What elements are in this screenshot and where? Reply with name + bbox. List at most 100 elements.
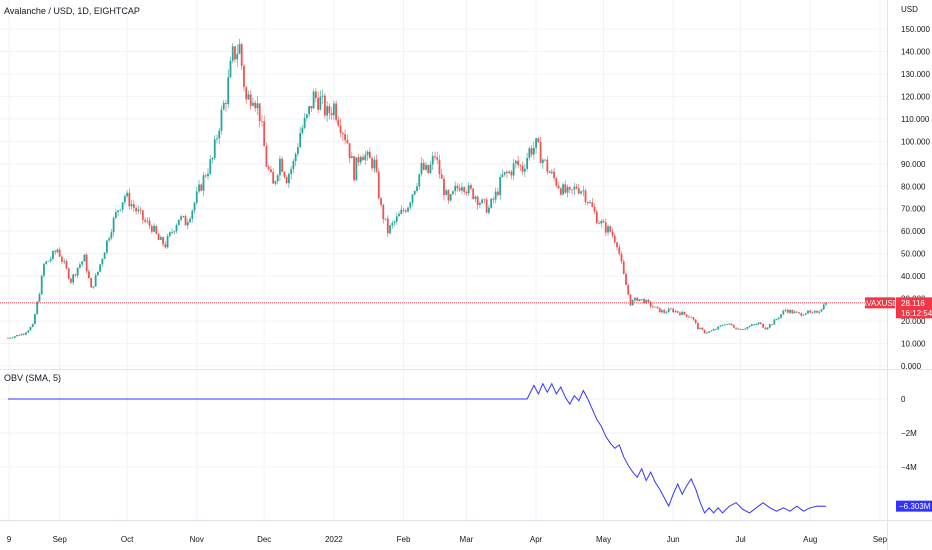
candle-down [703, 329, 706, 334]
candle-up [449, 193, 452, 202]
candle-up [501, 169, 504, 179]
candle-down [254, 100, 257, 112]
candle-body [11, 337, 14, 339]
candle-up [717, 326, 720, 331]
candle-down [530, 145, 533, 158]
candle-up [276, 173, 279, 185]
candle-down [283, 171, 286, 179]
candle-body [296, 147, 299, 154]
candle-down [61, 254, 63, 265]
candle-body [198, 184, 200, 192]
obv-title[interactable]: OBV (SMA, 5) [4, 373, 61, 383]
candle-body [182, 216, 185, 217]
candle-body [58, 249, 61, 257]
candle-down [377, 168, 380, 200]
candle-body [705, 332, 708, 334]
candle-body [299, 133, 302, 148]
candle-body [123, 196, 126, 203]
candle-down [492, 196, 495, 204]
candle-body [9, 337, 12, 339]
candle-up [654, 306, 657, 308]
price-tick-label: 140.000 [901, 47, 930, 56]
candle-body [604, 222, 607, 233]
candle-up [168, 231, 171, 238]
candle-down [809, 309, 812, 314]
candle-body [366, 151, 369, 156]
candle-up [512, 158, 515, 180]
candle-body [63, 261, 66, 262]
candle-body [634, 297, 636, 301]
candle-down [150, 224, 153, 234]
candle-body [395, 216, 398, 222]
candle-up [667, 307, 670, 313]
candle-down [243, 63, 245, 92]
price-tick-label: 40.000 [901, 272, 926, 281]
candle-body [79, 264, 81, 268]
candle-body [16, 334, 18, 337]
candle-body [285, 176, 288, 184]
candle-up [582, 185, 585, 197]
candle-body [341, 132, 344, 135]
candle-body [274, 181, 277, 184]
candle-up [705, 331, 708, 334]
candle-body [472, 188, 475, 199]
candle-up [292, 158, 295, 174]
candle-up [177, 219, 180, 226]
candle-body [148, 220, 151, 226]
time-axis[interactable]: 9 Sep Oct Nov Dec 2022 Feb Mar Apr May Jun Jul Aug Se… [7, 535, 888, 544]
candle-body [703, 329, 706, 334]
candle-body [649, 301, 652, 307]
candle-up [195, 186, 198, 205]
candle-up [784, 308, 787, 313]
candle-body [656, 306, 659, 308]
candle-body [499, 176, 502, 195]
candle-up [105, 240, 108, 255]
candle-down [658, 307, 661, 313]
candle-down [791, 309, 794, 315]
candle-body [786, 309, 789, 313]
candle-up [755, 322, 758, 325]
candle-up [514, 159, 517, 169]
candle-up [191, 209, 194, 223]
candle-body [353, 156, 355, 181]
candle-body [782, 310, 785, 315]
candle-body [267, 166, 270, 170]
candle-up [229, 56, 232, 78]
candle-body [535, 138, 538, 148]
price-axis[interactable]: 0.00010.00020.00030.00040.00050.00060.00… [901, 25, 930, 371]
candle-body [339, 125, 342, 133]
candle-body [117, 210, 120, 213]
candle-body [171, 232, 173, 233]
candle-body [523, 168, 526, 172]
candle-body [557, 185, 560, 189]
candle-body [813, 310, 816, 313]
time-tick-label: Mar [460, 535, 474, 544]
candle-body [670, 308, 672, 310]
candle-up [407, 206, 409, 213]
chart-title[interactable]: Avalanche / USD, 1D, EIGHTCAP [4, 6, 140, 16]
candle-down [339, 118, 342, 138]
candle-body [548, 171, 551, 173]
obv-axis[interactable]: 0 −2M −4M [901, 395, 917, 472]
candle-down [629, 294, 632, 307]
candle-body [481, 199, 484, 204]
price-tick-label: 100.000 [901, 137, 930, 146]
candle-body [530, 148, 533, 155]
candle-body [559, 188, 562, 195]
candle-down [609, 225, 612, 233]
candle-down [762, 323, 764, 328]
candle-up [319, 90, 322, 111]
candle-up [418, 173, 421, 190]
candle-up [211, 157, 214, 164]
candle-body [359, 156, 362, 163]
candle-down [764, 326, 767, 330]
candle-body [712, 329, 715, 331]
candle-body [773, 319, 776, 325]
candle-body [562, 184, 564, 195]
candle-down [184, 214, 187, 226]
candle-body [676, 311, 679, 313]
candle-body [757, 322, 760, 325]
candle-down [559, 187, 562, 196]
candle-up [494, 187, 497, 204]
